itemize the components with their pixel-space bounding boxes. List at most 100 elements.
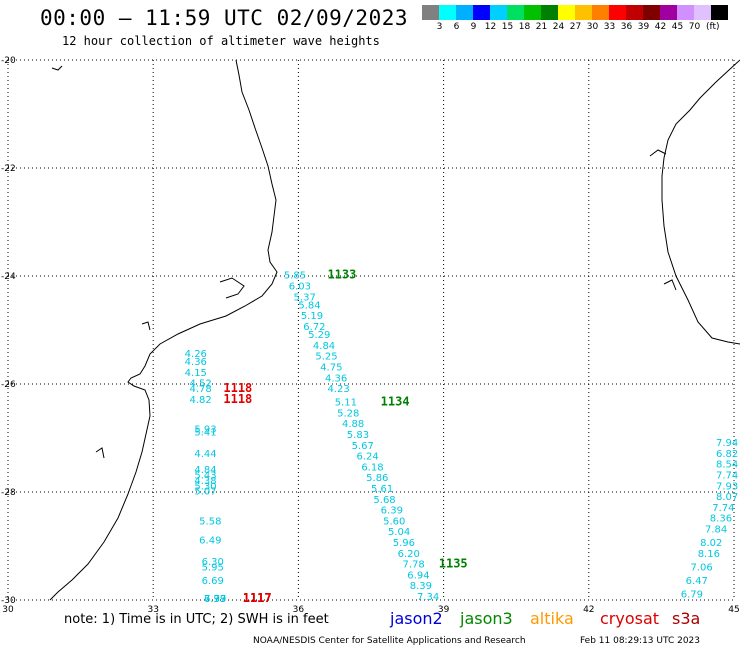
swh-value: 6.93 [204, 594, 226, 605]
pass-number: 1117 [243, 591, 272, 605]
swh-value: 6.82 [716, 449, 738, 460]
swh-value: 5.29 [308, 330, 330, 341]
legend-swatch [507, 5, 524, 20]
swh-value: 5.93 [194, 425, 216, 436]
swh-value: 5.30 [194, 481, 216, 492]
legend-label: 27 [569, 22, 582, 32]
swh-value: 6.79 [681, 589, 703, 600]
legend-swatch [541, 5, 558, 20]
legend-label: 33 [603, 22, 616, 32]
sat-jason3: jason3 [460, 609, 513, 628]
swh-value: 8.02 [700, 538, 722, 549]
legend-swatch [456, 5, 473, 20]
swh-value: 4.84 [313, 341, 335, 352]
swh-value: 5.95 [202, 562, 224, 573]
legend-swatch [473, 5, 490, 20]
swh-value: 6.18 [361, 462, 383, 473]
swh-value: 5.84 [298, 300, 320, 311]
legend-swatch [626, 5, 643, 20]
timestamp-text: Feb 11 08:29:13 UTC 2023 [580, 636, 700, 646]
swh-value: 6.24 [356, 452, 378, 463]
inland-border-1 [51, 65, 63, 71]
inland-border-6 [663, 279, 677, 291]
swh-value: 7.34 [417, 592, 439, 603]
swh-value: 4.44 [194, 449, 216, 460]
lat-tick-label: -28 [1, 488, 16, 498]
legend-label: 12 [484, 22, 497, 32]
legend-label: 18 [518, 22, 531, 32]
swh-value: 4.82 [190, 395, 212, 406]
legend-swatch [677, 5, 694, 20]
swh-value: 7.74 [712, 503, 734, 514]
swh-value: 5.85 [284, 271, 306, 282]
swh-value: 5.19 [301, 311, 323, 322]
swh-value: 8.07 [716, 492, 738, 503]
swh-value: 4.38 [194, 476, 216, 487]
legend-swatch [592, 5, 609, 20]
swh-value: 6.47 [686, 576, 708, 587]
lon-tick-label: 39 [438, 605, 450, 615]
legend-swatch [422, 5, 439, 20]
legend-label: 30 [586, 22, 599, 32]
swh-value: 6.20 [398, 549, 420, 560]
swh-value: 8.39 [410, 581, 432, 592]
swh-value: 7.93 [716, 481, 738, 492]
lat-tick-label: -26 [1, 380, 16, 390]
color-legend [422, 5, 728, 20]
legend-swatch [643, 5, 660, 20]
swh-value: 7.94 [716, 438, 738, 449]
inland-border-4 [95, 447, 105, 459]
map-title: 00:00 – 11:59 UTC 02/09/2023 [40, 6, 409, 30]
lat-tick-label: -30 [1, 596, 16, 606]
swh-value: 5.60 [383, 516, 405, 527]
swh-value: 4.78 [190, 384, 212, 395]
legend-label: 36 [620, 22, 633, 32]
swh-value: 5.25 [315, 352, 337, 363]
pass-number: 1117 [243, 591, 272, 605]
legend-swatch [694, 5, 711, 20]
legend-label: 6 [453, 22, 460, 32]
legend-label: 9 [470, 22, 477, 32]
swh-value: 8.16 [698, 549, 720, 560]
legend-label: 3 [436, 22, 443, 32]
sat-altika: altika [530, 609, 574, 628]
swh-value: 5.43 [194, 471, 216, 482]
legend-swatch [439, 5, 456, 20]
swh-value: 4.36 [185, 357, 207, 368]
legend-label: 42 [654, 22, 667, 32]
legend-swatch [490, 5, 507, 20]
swh-value: 6.30 [202, 557, 224, 568]
lon-tick-label: 45 [728, 605, 739, 615]
sat-jason2: jason2 [390, 609, 443, 628]
lon-tick-label: 42 [583, 605, 594, 615]
legend-swatch [609, 5, 626, 20]
swh-value: 7.74 [716, 471, 738, 482]
swh-value: 6.69 [202, 576, 224, 587]
lat-tick-label: -24 [1, 272, 16, 282]
swh-value: 8.54 [716, 460, 738, 471]
swh-value: 7.06 [690, 562, 712, 573]
legend-label: 24 [552, 22, 565, 32]
legend-swatch [660, 5, 677, 20]
swh-value: 4.52 [190, 379, 212, 390]
swh-value: 5.41 [194, 427, 216, 438]
legend-label: 70 [688, 22, 701, 32]
swh-value: 5.11 [335, 398, 357, 409]
swh-value: 5.07 [194, 487, 216, 498]
swh-value: 8.36 [710, 514, 732, 525]
swh-labels: 5.856.035.375.845.196.725.294.845.254.75… [185, 271, 739, 605]
sat-cryosat: cryosat [600, 609, 660, 628]
legend-label: 39 [637, 22, 650, 32]
swh-value: 4.15 [185, 368, 207, 379]
swh-value: 6.39 [381, 506, 403, 517]
swh-value: 6.03 [289, 282, 311, 293]
swh-value: 5.58 [199, 516, 221, 527]
swh-value: 4.26 [185, 349, 207, 360]
swh-value: 5.86 [366, 473, 388, 484]
lon-tick-label: 30 [2, 605, 14, 615]
legend-label: 15 [501, 22, 514, 32]
swh-value: 4.36 [325, 373, 347, 384]
